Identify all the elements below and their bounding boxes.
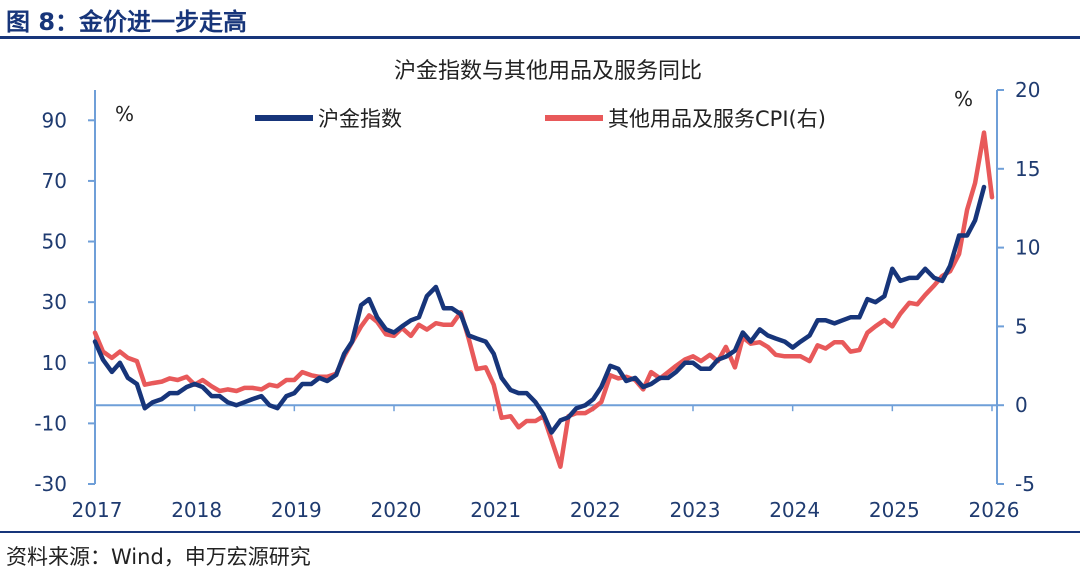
- series-lines: [92, 130, 995, 469]
- source-rule: [0, 531, 1080, 533]
- x-tick-label: 2020: [371, 498, 422, 522]
- x-tick-label: 2026: [969, 498, 1020, 522]
- x-tick-label: 2024: [769, 498, 820, 522]
- legend: 沪金指数 其他用品及服务CPI(右): [255, 107, 826, 131]
- x-tick-label: 2022: [570, 498, 621, 522]
- y-right-tick-label: 20: [1015, 78, 1040, 102]
- axes: -30 -10 10 30 50 70 90 -5 0 5 10 15 20 2017 2018 2019 20…: [34, 78, 1040, 522]
- figure-title: 图 8：金价进一步走高: [6, 8, 248, 36]
- x-tick-label: 2018: [171, 498, 222, 522]
- y-left-tick-label: 50: [42, 230, 67, 254]
- source-note: 资料来源：Wind，申万宏源研究: [6, 545, 311, 569]
- title-rule: [0, 36, 1080, 39]
- x-tick-label: 2023: [670, 498, 721, 522]
- x-tick-label: 2025: [869, 498, 920, 522]
- y-left-tick-label: 70: [42, 169, 67, 193]
- y-left-tick-label: 30: [42, 290, 67, 314]
- y-right-tick-label: -5: [1015, 472, 1035, 496]
- y-left-unit: %: [115, 102, 134, 126]
- y-right-tick-label: 0: [1015, 393, 1028, 417]
- y-right-tick-label: 5: [1015, 314, 1028, 338]
- x-tick-label: 2017: [72, 498, 123, 522]
- series-line-gold-index: [92, 184, 987, 435]
- y-right-tick-label: 10: [1015, 236, 1040, 260]
- y-left-tick-label: 10: [42, 351, 67, 375]
- y-left-tick-label: 90: [42, 108, 67, 132]
- x-tick-label: 2019: [271, 498, 322, 522]
- y-left-tick-label: -30: [34, 472, 67, 496]
- y-right-unit: %: [954, 87, 973, 111]
- x-tick-label: 2021: [470, 498, 521, 522]
- legend-label-gold: 沪金指数: [318, 107, 402, 131]
- y-right-tick-label: 15: [1015, 157, 1040, 181]
- chart-title: 沪金指数与其他用品及服务同比: [394, 59, 702, 84]
- chart: 沪金指数与其他用品及服务同比 -30 -10 10 30 50 70 90 -5 0 5 10 15 2…: [34, 59, 1040, 522]
- legend-label-cpi: 其他用品及服务CPI(右): [608, 107, 826, 131]
- y-left-tick-label: -10: [34, 411, 67, 435]
